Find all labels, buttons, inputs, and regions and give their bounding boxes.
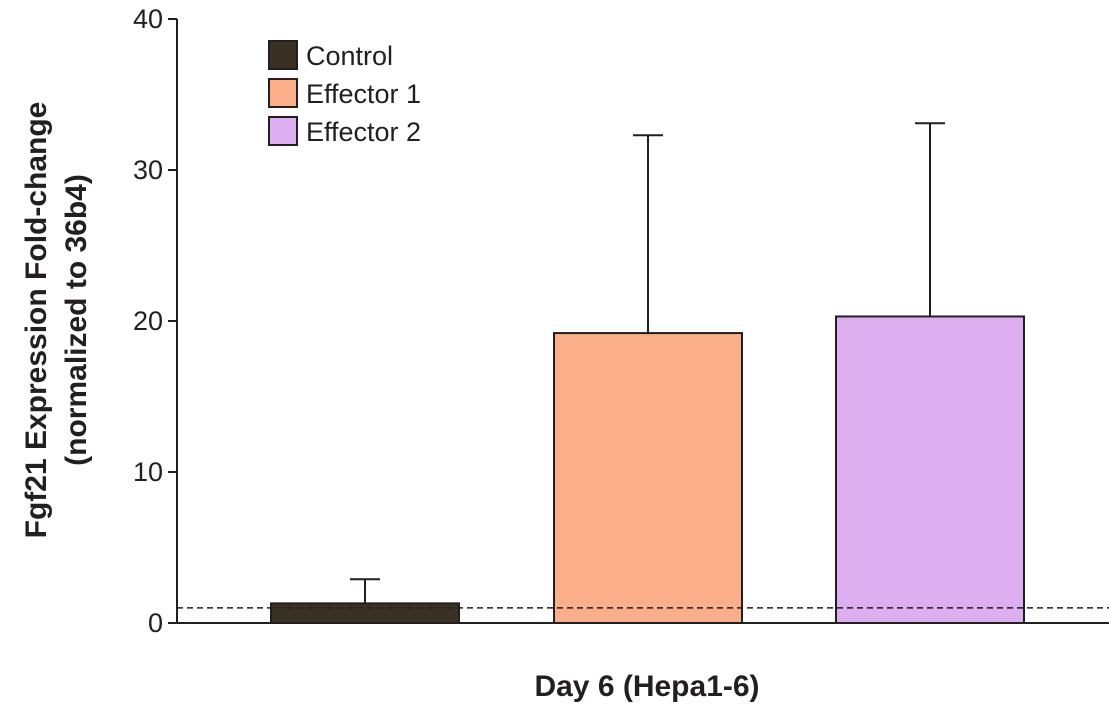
y-tick-label-20: 20 (133, 306, 163, 336)
legend-label-effector-1: Effector 1 (306, 79, 421, 109)
bar-control (270, 602, 460, 624)
legend-label-control: Control (306, 41, 393, 71)
bar-effector-2 (835, 315, 1025, 624)
legend-swatch-control (268, 40, 298, 70)
x-axis-title: Day 6 (Hepa1-6) (534, 670, 759, 703)
y-axis-title-line-1: Fgf21 Expression Fold-change (20, 102, 53, 539)
legend-label-effector-2: Effector 2 (306, 117, 421, 147)
legend-swatch-effector-1 (268, 78, 298, 108)
y-tick-label-40: 40 (133, 4, 163, 34)
legend-swatch-effector-2 (268, 116, 298, 146)
y-axis-title-line-2: (normalized to 36b4) (60, 174, 93, 466)
legend: Control Effector 1 Effector 2 (268, 40, 421, 147)
y-tick-label-10: 10 (133, 457, 163, 487)
y-tick-label-30: 30 (133, 155, 163, 185)
bar-effector-1 (553, 332, 743, 624)
bars (177, 122, 1109, 624)
y-tick-label-0: 0 (148, 608, 163, 638)
